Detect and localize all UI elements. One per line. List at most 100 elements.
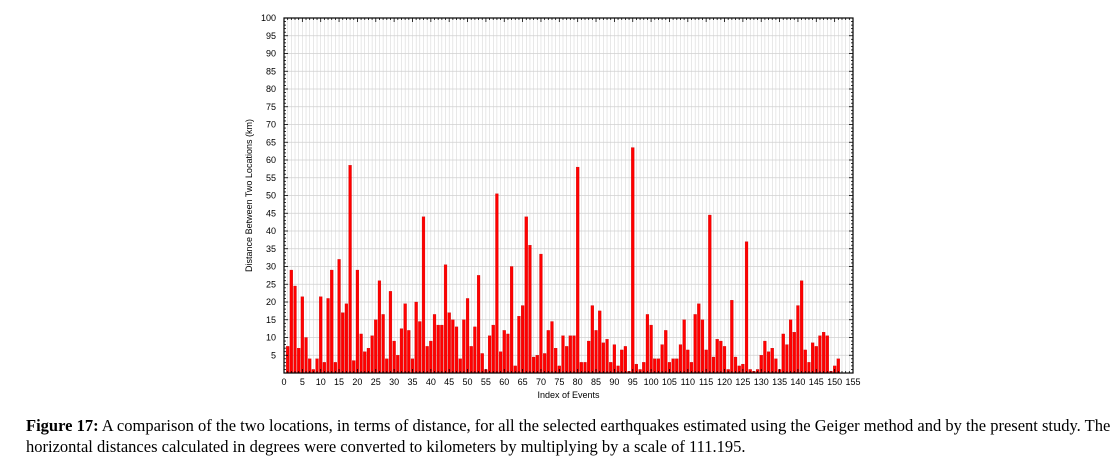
x-tick-label: 140 [790,377,805,387]
bar [539,253,543,374]
bar [528,245,532,374]
x-tick-label: 80 [573,377,583,387]
y-tick-label: 45 [266,208,276,218]
bar [308,358,312,374]
bar [532,356,536,374]
bar [576,166,580,374]
bar [447,312,451,374]
bar [796,305,800,374]
bar [620,349,624,374]
bar [612,344,616,374]
bar [590,305,594,374]
bar [286,346,290,374]
bar [451,319,455,374]
bar [454,326,459,374]
bar [719,340,723,374]
bar [388,291,393,374]
x-tick-label: 130 [754,377,769,387]
bar [506,333,510,374]
bar [631,147,635,374]
y-tick-label: 30 [266,262,276,272]
bar [744,241,749,374]
bar [403,303,407,374]
bar [510,266,514,374]
bar [495,193,499,374]
x-tick-label: 145 [809,377,824,387]
y-tick-label: 15 [266,315,276,325]
chart-container: 0 5 10 15 20 25 30 35 40 45 50 55 60 65 70 75 80 85 90 95 10… [244,13,861,400]
bar [344,303,348,374]
x-tick-label: 105 [662,377,677,387]
x-tick-label: 150 [827,377,842,387]
x-tick-label: 90 [609,377,619,387]
bar [693,314,697,374]
bar [811,342,815,374]
bar [565,346,569,374]
bar [543,353,547,374]
bar [785,344,789,374]
y-tick-label: 25 [266,279,276,289]
bar [381,314,385,374]
bar [594,330,598,374]
x-tick-label: 95 [628,377,638,387]
bar [766,351,771,374]
bar [572,335,576,374]
bar [822,332,826,374]
bar [546,330,550,374]
y-tick-label: 40 [266,226,276,236]
x-tick-label: 85 [591,377,601,387]
bar [554,347,558,374]
bar [392,340,396,374]
bar [499,351,503,374]
bar [443,264,448,374]
x-tick-label: 155 [845,377,860,387]
x-tick-label: 135 [772,377,787,387]
y-tick-label: 100 [261,13,276,23]
x-tick-label: 0 [281,377,286,387]
y-tick-label: 60 [266,155,276,165]
y-tick-label: 70 [266,120,276,130]
bar [337,259,341,374]
bar [330,269,334,374]
bar [469,346,473,374]
bar [366,347,371,374]
tick-layer: 0 5 10 15 20 25 30 35 40 45 50 55 60 65 70 75 80 85 90 95 10… [261,13,861,387]
bar [399,328,404,374]
bar [803,349,807,374]
bar [293,285,297,374]
bar [664,330,668,374]
bar [315,358,319,374]
bar [407,330,411,374]
y-axis-title: Distance Between Two Locations (km) [244,119,254,272]
bar [487,335,492,374]
y-tick-label: 5 [271,350,276,360]
bar [289,269,293,374]
bar [598,310,602,374]
bar [440,324,444,374]
y-tick-label: 50 [266,191,276,201]
bar [421,216,426,374]
y-tick-label: 35 [266,244,276,254]
x-tick-label: 45 [444,377,454,387]
bar [374,319,378,374]
bar [341,312,345,374]
bar-chart: 0 5 10 15 20 25 30 35 40 45 50 55 60 65 70 75 80 85 90 95 10… [244,13,861,400]
bar-layer [286,147,840,374]
bar [476,275,481,374]
x-tick-label: 65 [518,377,528,387]
bar [462,319,466,374]
bar [623,346,627,374]
x-axis-title: Index of Events [537,390,600,400]
bar [491,324,495,374]
bar [414,301,418,374]
bar [517,316,521,374]
bar [715,339,719,374]
bar [465,298,470,374]
bar [429,340,433,374]
bar [297,347,301,374]
x-tick-label: 5 [300,377,305,387]
bar [524,216,528,374]
bar [645,314,650,374]
bar [671,358,675,374]
bar [385,358,389,374]
